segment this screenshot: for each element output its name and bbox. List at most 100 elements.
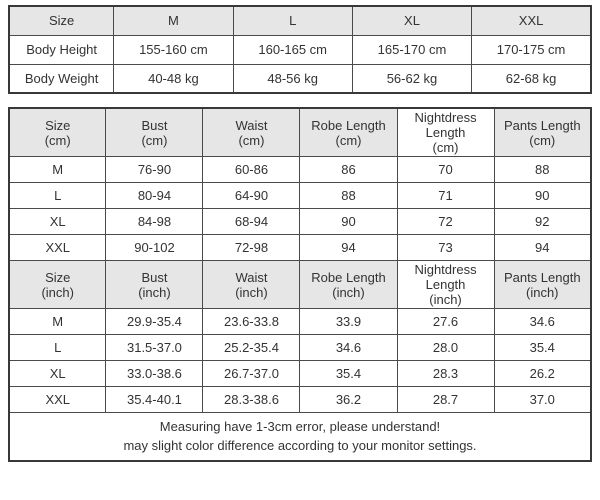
header-unit: (cm)	[141, 132, 168, 148]
header-waist-cm: Waist (cm)	[202, 107, 301, 157]
row-label: Body Height	[8, 34, 115, 65]
header-name: Waist	[235, 269, 268, 285]
header-unit: (cm)	[529, 132, 556, 148]
header-nightdress-length-cm: Nightdress Length (cm)	[396, 107, 495, 157]
header-name: Nightdress Length	[414, 110, 477, 140]
table-cell: 90	[299, 208, 398, 235]
size-label: XXL	[8, 234, 107, 261]
table-cell: 35.4	[493, 334, 592, 361]
header-robe-length-inch: Robe Length (inch)	[299, 260, 398, 309]
table-cell: 56-62 kg	[351, 63, 473, 94]
header-pants-length-inch: Pants Length (inch)	[493, 260, 592, 309]
table-cell: 68-94	[202, 208, 301, 235]
header-name: Size	[45, 269, 71, 285]
overview-header-l: L	[232, 5, 353, 36]
row-label: Body Weight	[8, 63, 115, 94]
header-size-inch: Size (inch)	[8, 260, 107, 309]
cm-row-l: L 80-94 64-90 88 71 90	[8, 182, 592, 209]
table-cell: 64-90	[202, 182, 301, 209]
size-label: XXL	[8, 386, 107, 413]
body-weight-row: Body Weight 40-48 kg 48-56 kg 56-62 kg 6…	[8, 63, 592, 94]
header-name: Pants Length	[503, 269, 581, 285]
overview-header-row: Size M L XL XXL	[8, 5, 592, 36]
header-unit: (cm)	[432, 140, 459, 155]
table-cell: 28.3-38.6	[202, 386, 301, 413]
body-height-row: Body Height 155-160 cm 160-165 cm 165-17…	[8, 34, 592, 65]
header-bust-inch: Bust (inch)	[105, 260, 204, 309]
overview-header-m: M	[113, 5, 234, 36]
inch-row-xxl: XXL 35.4-40.1 28.3-38.6 36.2 28.7 37.0	[8, 386, 592, 413]
overview-header-xxl: XXL	[471, 5, 592, 36]
table-cell: 90-102	[105, 234, 204, 261]
table-cell: 73	[396, 234, 495, 261]
header-name: Waist	[235, 117, 268, 133]
header-name: Robe Length	[311, 117, 386, 133]
table-cell: 35.4-40.1	[105, 386, 204, 413]
table-cell: 26.2	[493, 360, 592, 387]
overview-header-xl: XL	[351, 5, 473, 36]
table-cell: 170-175 cm	[471, 34, 592, 65]
header-unit: (inch)	[526, 284, 559, 300]
header-waist-inch: Waist (inch)	[202, 260, 301, 309]
table-cell: 84-98	[105, 208, 204, 235]
note-line-2: may slight color difference according to…	[123, 438, 477, 454]
header-unit: (cm)	[238, 132, 265, 148]
table-cell: 33.9	[299, 308, 398, 335]
table-cell: 27.6	[396, 308, 495, 335]
table-cell: 37.0	[493, 386, 592, 413]
table-cell: 94	[299, 234, 398, 261]
header-unit: (inch)	[235, 284, 268, 300]
header-unit: (cm)	[44, 132, 71, 148]
table-cell: 71	[396, 182, 495, 209]
header-pants-length-cm: Pants Length (cm)	[493, 107, 592, 157]
header-nightdress-length-inch: Nightdress Length (inch)	[396, 260, 495, 309]
overview-header-size: Size	[8, 5, 115, 36]
size-label: L	[8, 182, 107, 209]
cm-row-xl: XL 84-98 68-94 90 72 92	[8, 208, 592, 235]
header-size-cm: Size (cm)	[8, 107, 107, 157]
table-cell: 165-170 cm	[351, 34, 473, 65]
header-name: Bust	[141, 117, 168, 133]
header-name: Bust	[141, 269, 168, 285]
table-cell: 92	[493, 208, 592, 235]
table-cell: 86	[299, 156, 398, 183]
table-cell: 34.6	[299, 334, 398, 361]
size-label: XL	[8, 360, 107, 387]
header-robe-length-cm: Robe Length (cm)	[299, 107, 398, 157]
table-cell: 28.7	[396, 386, 495, 413]
table-cell: 31.5-37.0	[105, 334, 204, 361]
table-cell: 25.2-35.4	[202, 334, 301, 361]
inch-row-l: L 31.5-37.0 25.2-35.4 34.6 28.0 35.4	[8, 334, 592, 361]
measurements-table: Size (cm) Bust (cm) Waist (cm) Robe Leng…	[8, 107, 592, 462]
table-cell: 34.6	[493, 308, 592, 335]
table-cell: 33.0-38.6	[105, 360, 204, 387]
header-name: Nightdress Length	[414, 262, 477, 292]
size-label: M	[8, 308, 107, 335]
table-cell: 160-165 cm	[232, 34, 353, 65]
header-name: Size	[45, 117, 71, 133]
table-cell: 72-98	[202, 234, 301, 261]
header-unit: (inch)	[41, 284, 74, 300]
note-line-1: Measuring have 1-3cm error, please under…	[159, 419, 441, 435]
table-cell: 88	[493, 156, 592, 183]
header-bust-cm: Bust (cm)	[105, 107, 204, 157]
measurement-note: Measuring have 1-3cm error, please under…	[8, 412, 592, 461]
header-unit: (inch)	[429, 292, 462, 307]
note-row: Measuring have 1-3cm error, please under…	[8, 412, 592, 461]
table-cell: 80-94	[105, 182, 204, 209]
table-cell: 76-90	[105, 156, 204, 183]
table-cell: 72	[396, 208, 495, 235]
table-cell: 23.6-33.8	[202, 308, 301, 335]
table-cell: 62-68 kg	[471, 63, 592, 94]
inch-header-row: Size (inch) Bust (inch) Waist (inch) Rob…	[8, 260, 592, 309]
table-cell: 35.4	[299, 360, 398, 387]
size-label: L	[8, 334, 107, 361]
table-cell: 26.7-37.0	[202, 360, 301, 387]
header-unit: (inch)	[138, 284, 171, 300]
header-unit: (cm)	[335, 132, 362, 148]
cm-row-m: M 76-90 60-86 86 70 88	[8, 156, 592, 183]
table-cell: 60-86	[202, 156, 301, 183]
table-cell: 48-56 kg	[232, 63, 353, 94]
size-chart: Size M L XL XXL Body Height 155-160 cm 1…	[8, 5, 592, 462]
table-cell: 28.0	[396, 334, 495, 361]
